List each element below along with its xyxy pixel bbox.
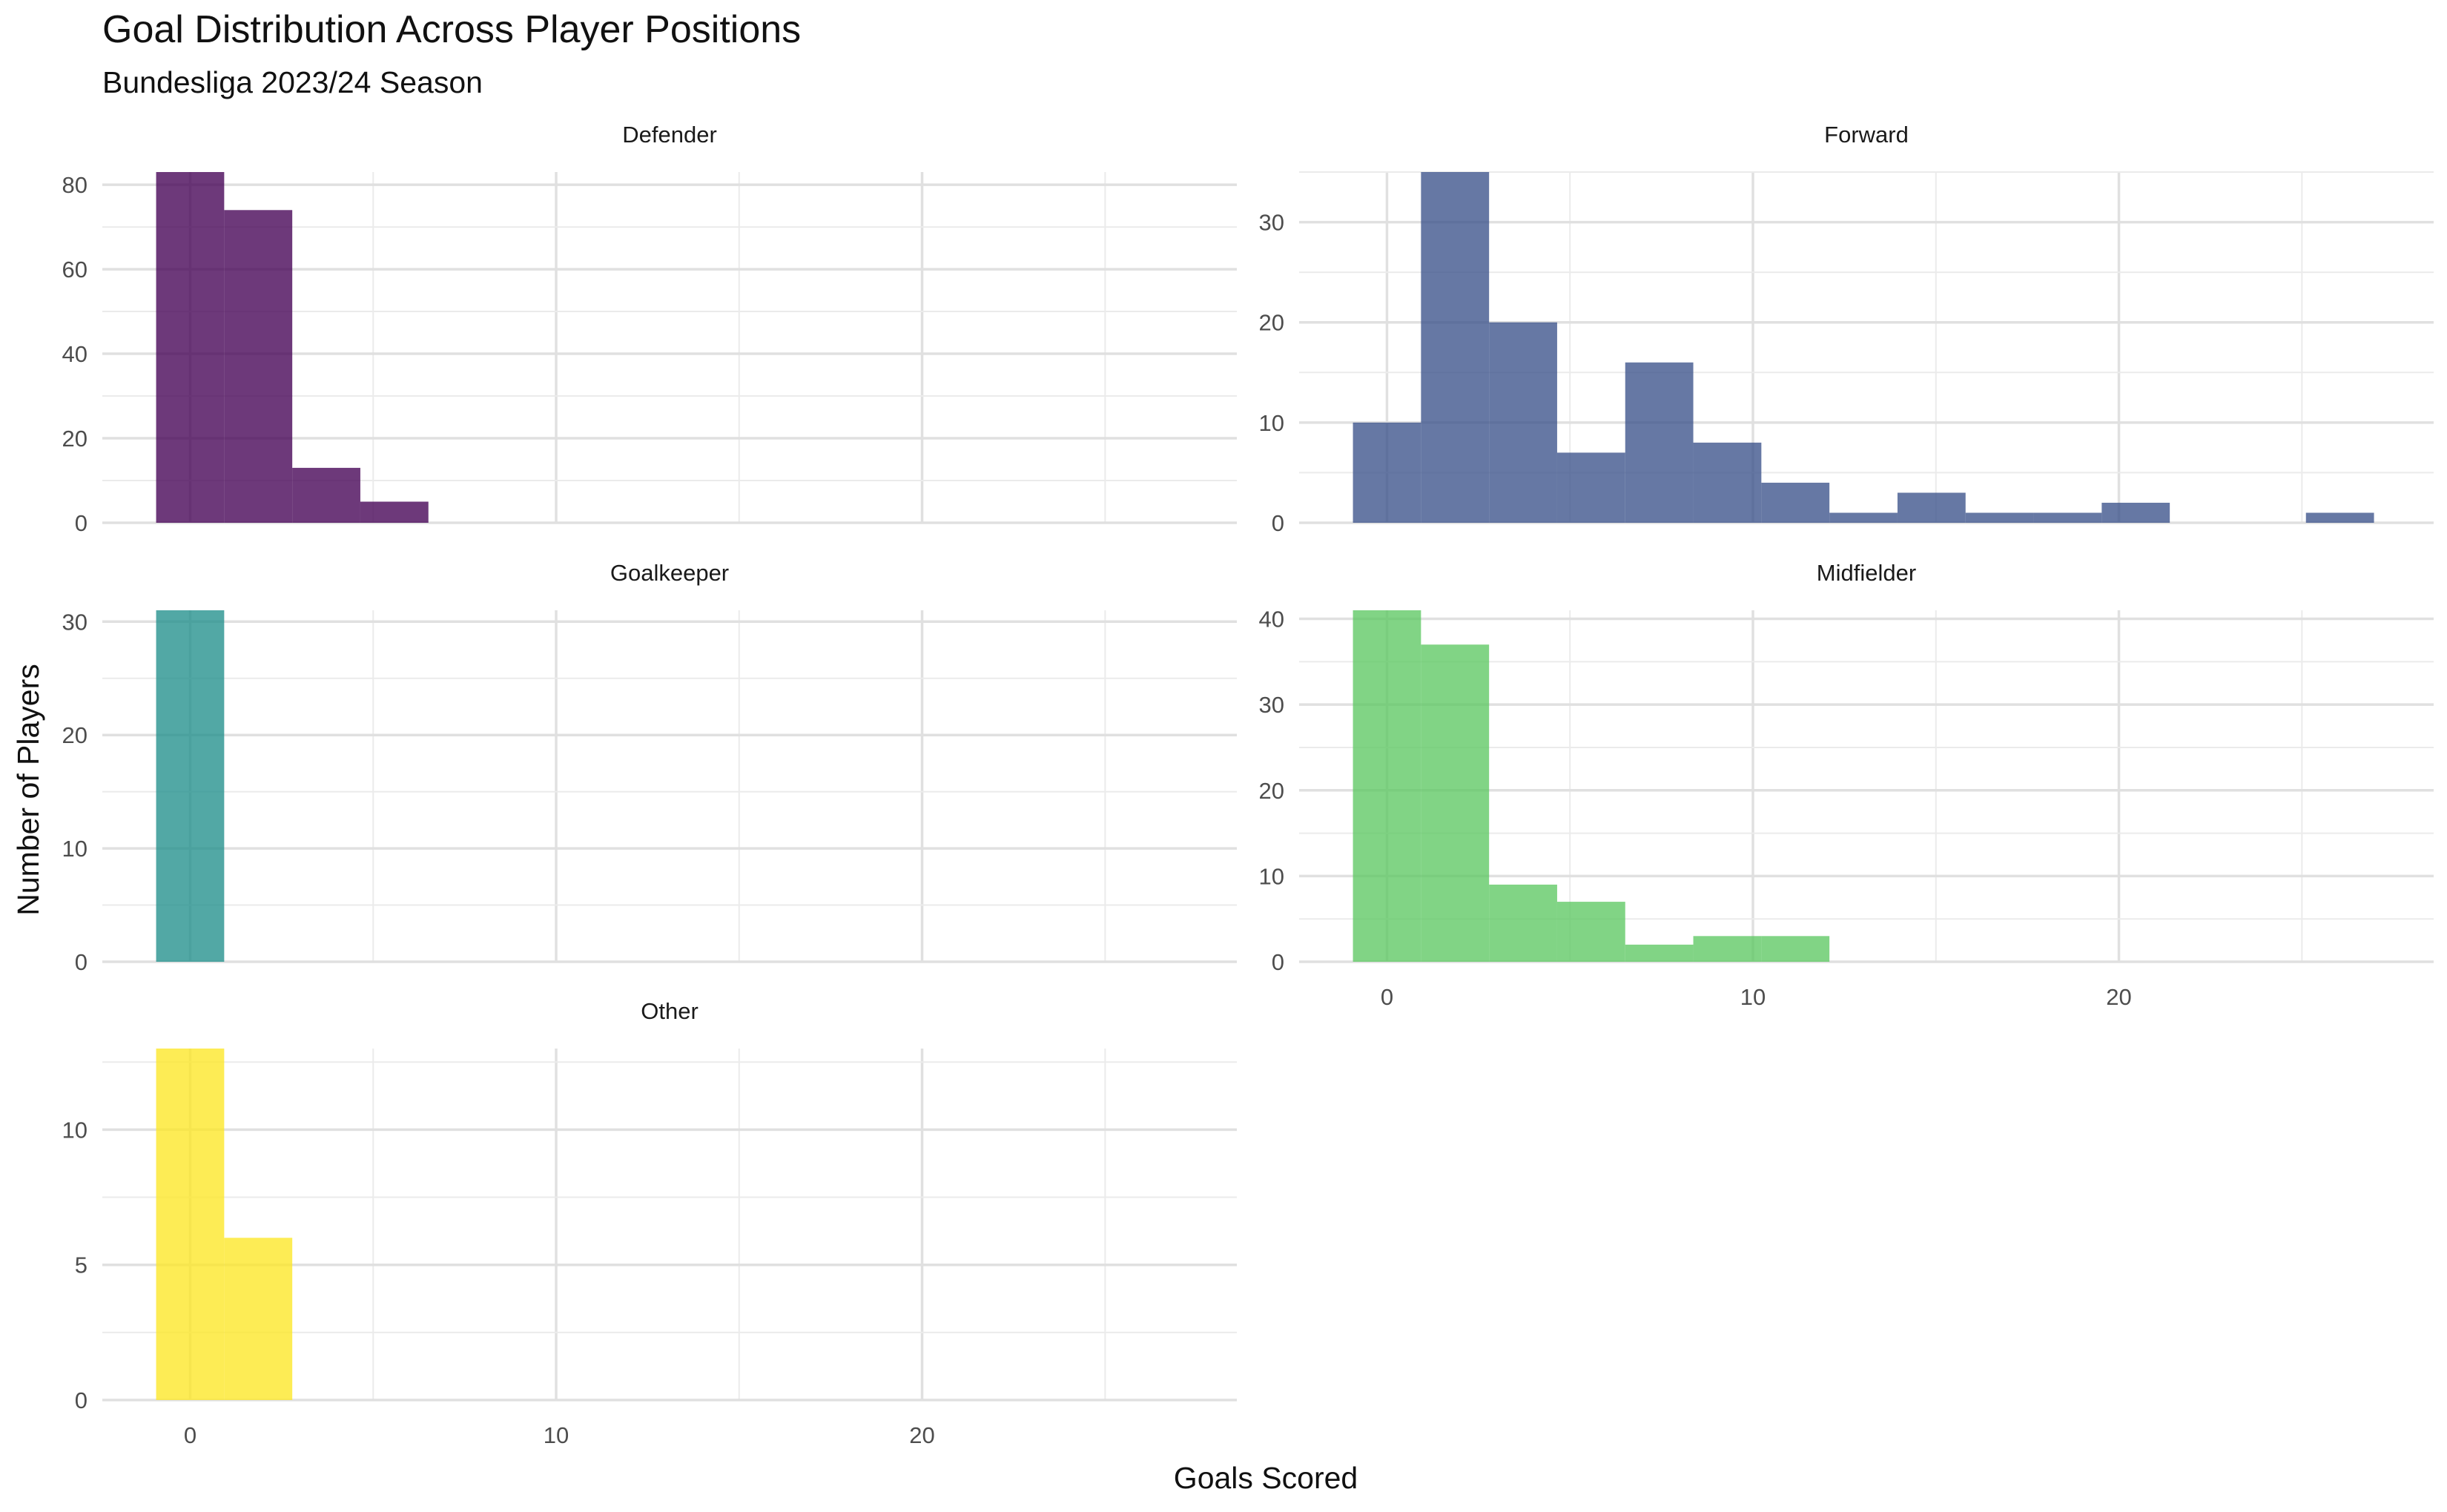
histogram-bar (156, 610, 225, 962)
x-axis-title: Goals Scored (1174, 1461, 1358, 1495)
facet-label-other: Other (641, 998, 699, 1024)
histogram-bar (2101, 502, 2170, 523)
facet-label-defender: Defender (622, 122, 717, 148)
y-tick-label: 30 (1259, 210, 1284, 236)
facet-label-goalkeeper: Goalkeeper (610, 560, 729, 586)
y-tick-label: 10 (62, 836, 87, 862)
x-tick-label: 20 (2106, 984, 2131, 1010)
facet-panel-defender: Defender 0 20 40 60 80 (62, 122, 1237, 536)
y-tick-label: 10 (1259, 863, 1284, 889)
histogram-bar (1489, 322, 1557, 523)
y-tick-label: 0 (75, 1387, 87, 1413)
histogram-bar (224, 1238, 293, 1400)
y-tick-label: 20 (1259, 778, 1284, 804)
y-tick-label: 20 (62, 426, 87, 452)
y-tick-label: 20 (1259, 310, 1284, 336)
histogram-bar (1693, 936, 1762, 962)
y-tick-label: 5 (75, 1252, 87, 1278)
y-tick-label: 0 (1272, 510, 1284, 536)
histogram-bar (1625, 944, 1694, 962)
histogram-bar (1625, 362, 1694, 523)
y-tick-label: 0 (1272, 949, 1284, 975)
y-tick-label: 30 (1259, 692, 1284, 718)
histogram-bar (1897, 492, 1966, 523)
histogram-bar (292, 467, 360, 523)
histogram-bar (1421, 172, 1490, 523)
y-tick-label: 0 (75, 510, 87, 536)
facet-panel-goalkeeper: Goalkeeper 0 10 20 30 (62, 560, 1237, 975)
y-tick-label: 30 (62, 609, 87, 635)
y-axis-title: Number of Players (11, 664, 45, 916)
x-tick-label: 0 (184, 1422, 197, 1448)
histogram-bar (1353, 422, 1421, 523)
histogram-bar (1761, 936, 1830, 962)
chart-title: Goal Distribution Across Player Position… (102, 8, 802, 51)
facet-label-midfielder: Midfielder (1817, 560, 1916, 586)
y-tick-label: 0 (75, 949, 87, 975)
histogram-bar (2033, 512, 2102, 523)
histogram-bar (156, 1049, 225, 1400)
histogram-bar (360, 501, 429, 523)
histogram-bar (1965, 512, 2034, 523)
facet-panel-other: Other 0 5 10 0 10 20 (62, 998, 1237, 1448)
histogram-bar (1421, 644, 1490, 962)
y-tick-label: 10 (1259, 410, 1284, 436)
histogram-bar (1556, 452, 1625, 523)
histogram-bar (156, 172, 225, 523)
facet-panel-midfielder: Midfielder 0 10 20 30 40 0 10 20 (1259, 560, 2434, 1010)
y-tick-label: 40 (62, 341, 87, 367)
y-tick-label: 60 (62, 257, 87, 283)
histogram-bar (1489, 884, 1557, 962)
histogram-bar (1556, 902, 1625, 962)
facet-label-forward: Forward (1824, 122, 1909, 148)
x-tick-label: 0 (1381, 984, 1393, 1010)
x-tick-label: 20 (909, 1422, 934, 1448)
chart-subtitle: Bundesliga 2023/24 Season (102, 65, 483, 99)
y-tick-label: 40 (1259, 607, 1284, 633)
histogram-bar (224, 210, 293, 523)
y-tick-label: 20 (62, 722, 87, 748)
histogram-bar (2305, 512, 2374, 523)
y-tick-label: 80 (62, 172, 87, 198)
histogram-bar (1353, 610, 1421, 962)
y-tick-label: 10 (62, 1117, 87, 1143)
x-tick-label: 10 (1740, 984, 1766, 1010)
histogram-bar (1693, 442, 1762, 523)
facet-panel-forward: Forward 0 10 20 30 (1259, 122, 2434, 536)
histogram-bar (1829, 512, 1898, 523)
x-tick-label: 10 (544, 1422, 569, 1448)
histogram-bar (1761, 482, 1830, 523)
